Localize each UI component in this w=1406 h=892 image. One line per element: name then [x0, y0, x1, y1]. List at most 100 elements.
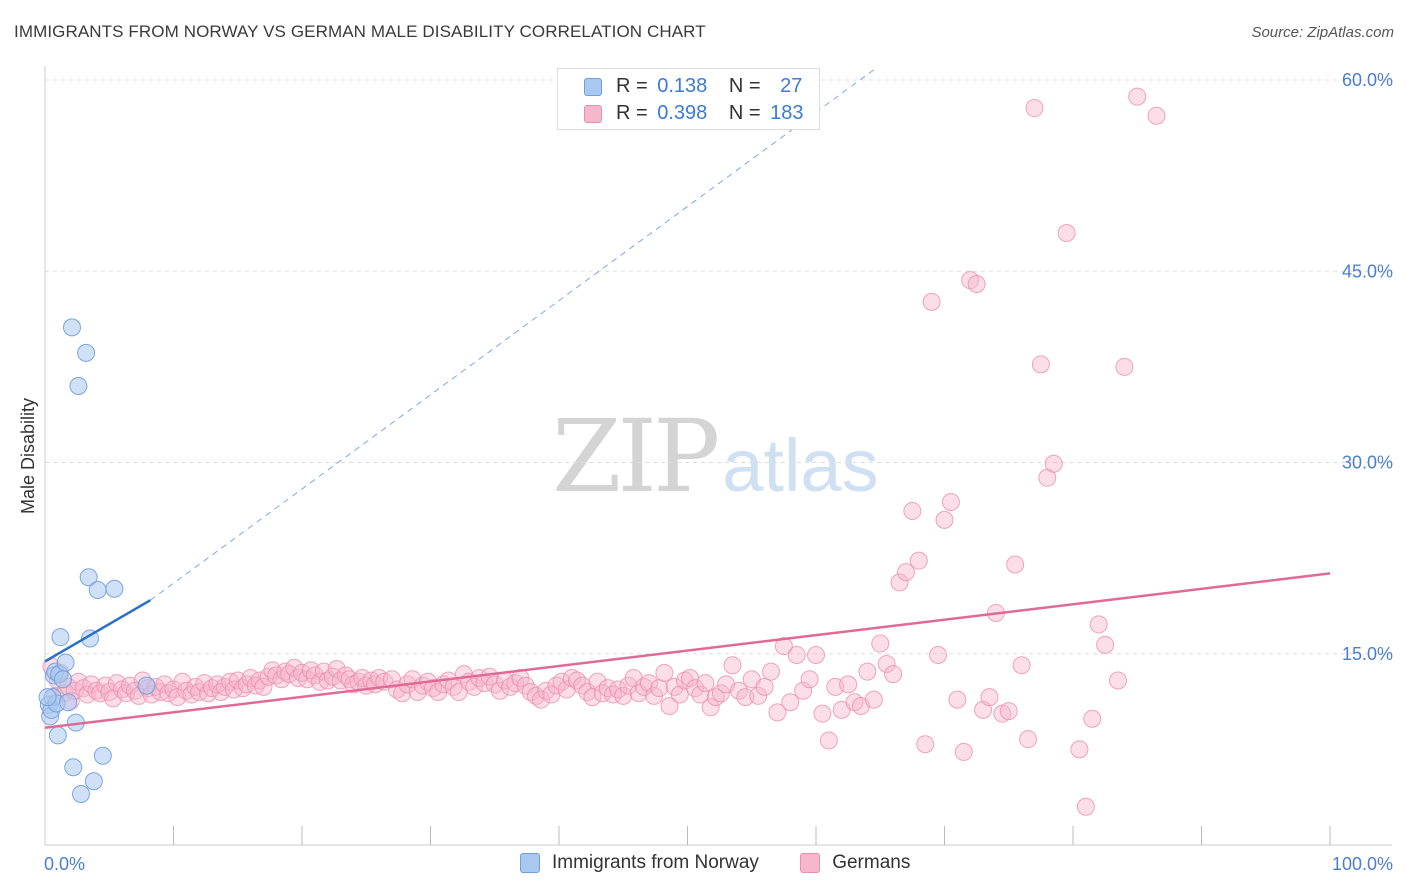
source-label: Source: ZipAtlas.com — [1251, 24, 1394, 41]
bottom-legend-label-german: Germans — [832, 852, 911, 873]
german-point — [819, 731, 838, 750]
german-point — [670, 685, 689, 704]
legend-r-label: R = — [616, 75, 648, 97]
german-point — [967, 275, 986, 293]
german-point — [567, 671, 586, 690]
german-point — [903, 501, 922, 520]
german-point — [916, 735, 935, 754]
german-point — [532, 690, 551, 709]
german-point — [723, 656, 742, 675]
german-point — [954, 742, 973, 761]
german-point — [78, 685, 97, 704]
norway-point — [64, 758, 83, 777]
norway-trend-line — [44, 599, 151, 663]
gridlines — [45, 79, 1392, 655]
german-point — [701, 698, 720, 717]
german-point — [1115, 357, 1134, 376]
german-point — [896, 563, 915, 582]
german-point — [755, 677, 774, 696]
y-tick-label: 15.0% — [1342, 644, 1393, 664]
y-tick-labels: 15.0% 30.0% 45.0% 60.0% — [1342, 70, 1393, 664]
norway-point — [38, 688, 57, 707]
german-point — [1108, 671, 1127, 690]
german-point — [1128, 87, 1147, 106]
legend-n-value: 183 — [770, 102, 804, 124]
norway-point — [84, 772, 103, 791]
german-point — [890, 573, 909, 592]
german-point — [813, 704, 832, 723]
german-point — [909, 551, 928, 570]
german-point — [1147, 106, 1166, 125]
german-point — [787, 646, 806, 665]
legend-swatch-norway — [584, 78, 602, 96]
legend-n-label: N = — [728, 102, 761, 124]
bottom-legend-norway: Immigrants from Norway — [520, 852, 759, 874]
german-point — [1070, 740, 1089, 759]
german-point — [490, 681, 509, 700]
y-tick-label: 60.0% — [1342, 70, 1393, 90]
legend-row-norway: R = 0.138 N = 27 — [616, 75, 802, 98]
legend-n-label: N = — [728, 75, 761, 97]
norway-point — [93, 746, 112, 765]
german-point — [1031, 355, 1050, 374]
norway-point — [48, 726, 67, 745]
bottom-legend-swatch-norway — [520, 853, 540, 873]
german-point — [650, 679, 669, 698]
norway-point — [56, 653, 75, 672]
german-point — [807, 646, 825, 665]
german-point — [327, 660, 346, 679]
german-point — [254, 677, 273, 696]
bottom-legend-label-norway: Immigrants from Norway — [552, 852, 759, 873]
german-point — [660, 697, 679, 716]
german-point — [655, 663, 674, 682]
german-point — [729, 681, 748, 700]
german-point — [344, 675, 363, 694]
german-point — [877, 654, 896, 673]
german-point — [1083, 709, 1102, 728]
german-point — [884, 665, 903, 684]
norway-points — [38, 318, 156, 803]
german-point — [506, 674, 525, 693]
watermark-zip: ZIP — [552, 398, 720, 515]
x-tick-labels: 0.0% 100.0% — [44, 854, 1393, 874]
norway-point — [51, 628, 70, 647]
norway-point — [71, 785, 90, 803]
german-point — [736, 688, 755, 707]
german-point — [696, 674, 715, 693]
german-point — [941, 493, 960, 512]
legend-n-value: 27 — [780, 75, 803, 97]
axes — [44, 66, 1392, 846]
german-point — [858, 662, 877, 681]
bottom-legend-swatch-german — [800, 853, 821, 873]
x-tick-label: 100.0% — [1332, 854, 1393, 874]
bottom-legend: Immigrants from Norway Germans — [520, 852, 946, 879]
german-point — [929, 646, 948, 665]
norway-point — [79, 568, 98, 587]
german-point — [155, 675, 174, 694]
german-point — [1012, 656, 1031, 675]
german-point — [1019, 730, 1038, 749]
legend-swatch-german — [584, 105, 602, 123]
legend: R = 0.138 N = 27 R = 0.398 N = 183 — [557, 68, 820, 130]
norway-point — [59, 693, 78, 712]
german-point — [762, 662, 781, 681]
german-point — [1025, 99, 1044, 118]
watermark-atlas: atlas — [722, 424, 879, 507]
norway-trend-dashed — [150, 69, 875, 601]
german-point — [800, 670, 819, 689]
german-point — [1044, 454, 1063, 473]
y-tick-label: 30.0% — [1342, 453, 1393, 473]
norway-point — [53, 670, 72, 689]
x-tick-marks — [173, 826, 1331, 845]
german-point — [922, 292, 941, 311]
norway-point — [62, 318, 81, 337]
german-point — [562, 668, 581, 687]
german-point — [1057, 224, 1076, 242]
german-point — [1096, 635, 1115, 654]
german-point — [935, 510, 954, 529]
german-point — [557, 680, 576, 699]
german-point — [1006, 555, 1025, 574]
german-point — [999, 702, 1018, 721]
german-point — [691, 685, 710, 704]
